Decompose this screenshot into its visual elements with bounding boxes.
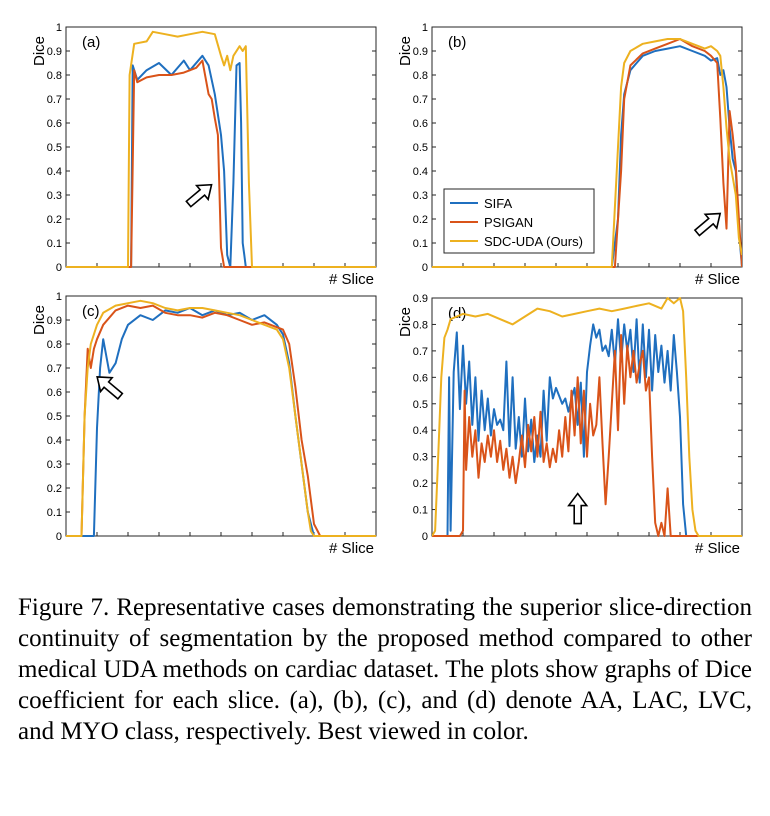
y-tick-label: 0.7: [413, 94, 428, 106]
y-tick-label: 0.8: [47, 339, 62, 351]
y-tick-label: 0.4: [47, 166, 62, 178]
y-tick-label: 0.2: [413, 214, 428, 226]
legend-entry: PSIGAN: [484, 215, 533, 230]
y-tick-label: 0.5: [47, 411, 62, 423]
y-tick-label: 0: [56, 262, 62, 274]
legend-entry: SDC-UDA (Ours): [484, 234, 583, 249]
y-tick-label: 0.1: [47, 238, 62, 250]
arrow-annotation: [693, 212, 722, 237]
y-axis-label: Dice: [397, 307, 414, 337]
y-tick-label: 0.9: [47, 315, 62, 327]
y-tick-label: 0.5: [413, 399, 428, 411]
panel-label: (a): [82, 34, 100, 51]
axes-box: [65, 295, 377, 537]
y-tick-label: 0.8: [413, 319, 428, 331]
y-tick-label: 0: [422, 531, 428, 543]
y-tick-label: 0.2: [47, 214, 62, 226]
legend: SIFA PSIGAN SDC-UDA (Ours): [443, 188, 595, 254]
x-axis-label: # Slice: [329, 540, 374, 557]
axes-box: [431, 297, 743, 537]
series-line-psigan: [432, 38, 742, 268]
y-tick-label: 0.7: [47, 94, 62, 106]
panel-label: (c): [82, 303, 100, 320]
series-line-sdc-uda-ours: [66, 30, 376, 268]
y-tick-label: 0.9: [413, 46, 428, 58]
y-tick-label: 0.2: [413, 478, 428, 490]
y-tick-label: 1: [422, 22, 428, 34]
y-tick-label: 0.6: [413, 372, 428, 384]
series-line-psigan: [66, 304, 376, 537]
y-tick-label: 0.6: [413, 118, 428, 130]
y-tick-label: 0.1: [413, 505, 428, 517]
series-line-sdc-uda-ours: [66, 299, 376, 537]
y-tick-label: 0.8: [47, 70, 62, 82]
y-tick-label: 0.9: [47, 46, 62, 58]
arrow-annotation: [96, 376, 124, 401]
figure-caption: Figure 7. Representative cases demonstra…: [18, 594, 752, 745]
y-axis-label: Dice: [31, 36, 48, 66]
series-line-psigan: [432, 334, 742, 537]
y-tick-label: 0.8: [413, 70, 428, 82]
arrow-shape: [185, 183, 213, 208]
figure: 0 0.1 0.2 0.3 0.4 0.5 0.6 0.7 0.8 0.9 1 Dice # Slice…: [31, 22, 743, 557]
y-tick-label: 0.3: [47, 459, 62, 471]
y-tick-label: 1: [56, 291, 62, 303]
arrow-shape: [567, 492, 589, 525]
legend-entry: SIFA: [484, 196, 513, 211]
series-line-psigan: [66, 59, 376, 268]
arrow-annotation: [567, 492, 589, 525]
arrow-annotation: [185, 183, 213, 208]
panel-b: 0 0.1 0.2 0.3 0.4 0.5 0.6 0.7 0.8 0.9 1 Dice # Slice…: [397, 22, 743, 288]
x-axis-label: # Slice: [329, 271, 374, 288]
panel-label: (b): [448, 34, 466, 51]
y-tick-label: 0.4: [47, 435, 62, 447]
y-tick-label: 0.4: [413, 166, 428, 178]
y-axis-label: Dice: [31, 305, 48, 335]
y-tick-label: 0.5: [47, 142, 62, 154]
y-tick-label: 0.2: [47, 483, 62, 495]
arrow-shape: [96, 376, 124, 401]
series-line-sdc-uda-ours: [432, 297, 742, 537]
y-tick-label: 0.1: [47, 507, 62, 519]
y-tick-label: 0.5: [413, 142, 428, 154]
y-tick-label: 0: [56, 531, 62, 543]
y-tick-label: 0.4: [413, 425, 428, 437]
series-line-sifa: [432, 318, 742, 537]
x-axis-label: # Slice: [695, 540, 740, 557]
y-tick-label: 0.7: [413, 346, 428, 358]
x-axis-label: # Slice: [695, 271, 740, 288]
y-tick-label: 0.6: [47, 387, 62, 399]
y-tick-label: 0.7: [47, 363, 62, 375]
y-tick-label: 0.3: [413, 452, 428, 464]
y-tick-label: 0.3: [47, 190, 62, 202]
y-axis-label: Dice: [397, 36, 414, 66]
arrow-shape: [693, 212, 722, 237]
panel-c: 0 0.1 0.2 0.3 0.4 0.5 0.6 0.7 0.8 0.9 1 Dice # Slice…: [31, 291, 377, 557]
y-tick-label: 0.6: [47, 118, 62, 130]
y-tick-label: 1: [56, 22, 62, 34]
y-tick-label: 0: [422, 262, 428, 274]
panel-a: 0 0.1 0.2 0.3 0.4 0.5 0.6 0.7 0.8 0.9 1 Dice # Slice…: [31, 22, 377, 288]
series-line-sdc-uda-ours: [432, 38, 742, 268]
y-tick-label: 0.1: [413, 238, 428, 250]
y-tick-label: 0.9: [413, 293, 428, 305]
y-tick-label: 0.3: [413, 190, 428, 202]
